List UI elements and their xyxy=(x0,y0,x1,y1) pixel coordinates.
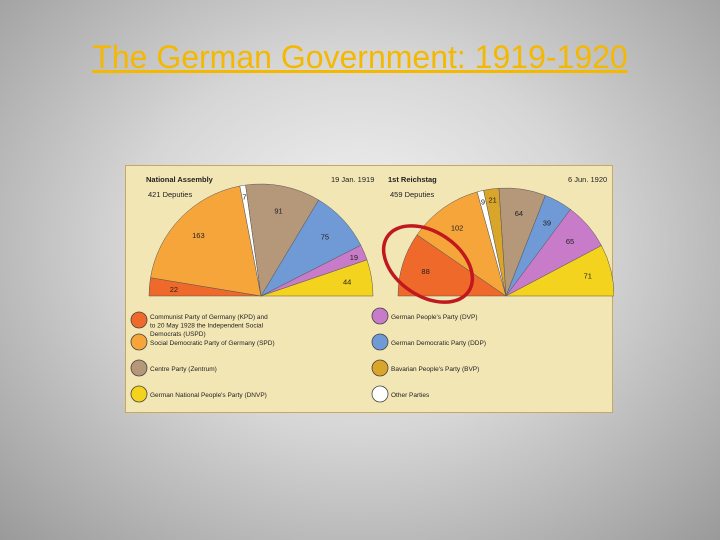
chart-date: 19 Jan. 1919 xyxy=(331,175,374,184)
chart-total-deputies: 421 Deputies xyxy=(148,190,192,199)
slice-value-label: 7 xyxy=(242,193,246,202)
slice-value-label: 19 xyxy=(350,253,358,262)
legend-swatch xyxy=(130,333,148,351)
chart-title: 1st Reichstag xyxy=(388,175,437,184)
slice-value-label: 75 xyxy=(321,233,329,242)
slice-value-label: 9 xyxy=(481,198,485,207)
slice-value-label: 22 xyxy=(170,285,178,294)
slice-value-label: 71 xyxy=(584,272,592,281)
pie-slice xyxy=(150,185,262,297)
legend-label: German People's Party (DVP) xyxy=(391,314,478,321)
legend-label: Communist Party of Germany (KPD) and xyxy=(150,314,268,321)
slice-value-label: 21 xyxy=(489,196,497,205)
pie-slice xyxy=(260,259,374,297)
legend-label: Social Democratic Party of Germany (SPD) xyxy=(150,340,275,347)
slice-value-label: 44 xyxy=(343,278,351,287)
slice-value-label: 163 xyxy=(192,231,205,240)
legend-label: Centre Party (Zentrum) xyxy=(150,366,217,373)
legend-swatch xyxy=(371,359,389,377)
legend-swatch xyxy=(130,385,148,403)
legend-swatch xyxy=(371,385,389,403)
legend-swatch xyxy=(130,359,148,377)
slice-value-label: 88 xyxy=(421,267,429,276)
slice-value-label: 65 xyxy=(566,237,574,246)
legend-swatch xyxy=(371,307,389,325)
chart-date: 6 Jun. 1920 xyxy=(568,175,607,184)
legend-swatch xyxy=(130,311,148,329)
chart-total-deputies: 459 Deputies xyxy=(390,190,434,199)
highlight-circle xyxy=(381,224,475,304)
legend-label: Democrats (USPD) xyxy=(150,331,206,338)
slide-title: The German Government: 1919-1920 xyxy=(92,39,628,75)
legend-label: Other Parties xyxy=(391,392,430,399)
legend-label: to 20 May 1928 the Independent Social xyxy=(150,323,264,330)
parliament-charts-svg: National Assembly 19 Jan. 1919 421 Deputie… xyxy=(130,175,614,403)
slice-value-label: 64 xyxy=(515,209,523,218)
slice-value-label: 102 xyxy=(451,223,464,232)
legend-label: Bavarian People's Party (BVP) xyxy=(391,366,479,373)
parliament-chart-figure: National Assembly 19 Jan. 1919 421 Deputie… xyxy=(125,165,614,413)
legend-swatch xyxy=(371,333,389,351)
chart-title: National Assembly xyxy=(146,175,214,184)
legend-label: German Democratic Party (DDP) xyxy=(391,340,486,347)
pie-slice xyxy=(245,183,320,297)
slice-value-label: 39 xyxy=(543,218,551,227)
pie-slice xyxy=(416,191,507,297)
slice-value-label: 91 xyxy=(274,206,282,215)
legend-label: German National People's Party (DNVP) xyxy=(150,392,267,399)
